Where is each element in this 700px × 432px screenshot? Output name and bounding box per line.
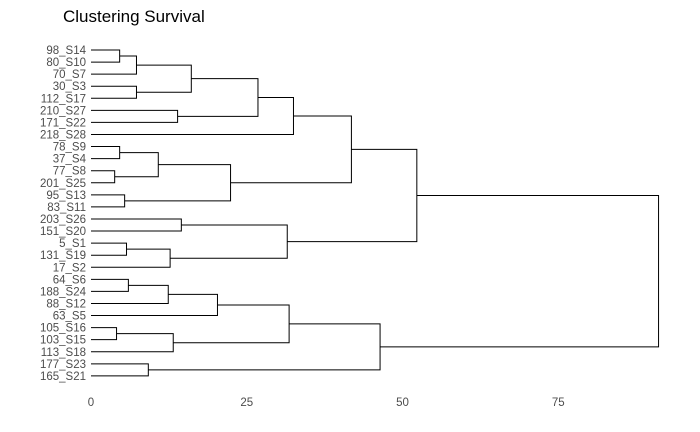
leaf-label: 37_S4 <box>53 154 87 166</box>
leaf-label: 83_S11 <box>47 202 86 214</box>
leaf-label: 103_S15 <box>40 335 86 347</box>
leaf-label: 165_S21 <box>40 371 86 383</box>
dendrogram-link <box>91 248 171 268</box>
chart-title: Clustering Survival <box>63 7 205 26</box>
dendrogram-link <box>170 224 288 259</box>
leaf-label: 105_S16 <box>40 323 86 335</box>
leaf-label: 88_S12 <box>46 298 86 310</box>
dendrogram-link <box>136 64 192 93</box>
leaf-label: 203_S26 <box>40 214 86 226</box>
leaf-label: 112_S17 <box>41 93 86 105</box>
leaf-label: 218_S28 <box>40 129 86 141</box>
dendrogram-link <box>91 109 179 123</box>
dendrogram-link <box>91 284 169 304</box>
dendrogram-link <box>91 293 218 317</box>
dendrogram-link <box>124 164 232 202</box>
dendrogram-link <box>91 218 182 232</box>
dendrogram-link <box>173 304 290 344</box>
x-tick-label: 75 <box>552 397 565 409</box>
leaf-label: 17_S2 <box>53 262 86 274</box>
leaf-label: 201_S25 <box>40 178 86 190</box>
x-axis-ticks: 0 25 50 75 <box>88 397 565 409</box>
x-tick-label: 0 <box>88 397 94 409</box>
leaf-label: 95_S13 <box>46 190 86 202</box>
leaf-label: 70_S7 <box>53 69 86 81</box>
dendrogram-link <box>380 195 660 348</box>
dendrogram-link <box>177 78 259 117</box>
leaf-label: 113_S18 <box>41 347 86 359</box>
leaf-label: 131_S19 <box>40 250 86 262</box>
leaf-label: 63_S5 <box>53 311 86 323</box>
x-tick-label: 50 <box>396 397 409 409</box>
leaf-label: 210_S27 <box>40 105 86 117</box>
leaf-labels: 98_S1480_S1070_S730_S3112_S17210_S27171_… <box>40 45 87 383</box>
dendrogram-link <box>91 55 137 75</box>
leaf-label: 171_S22 <box>40 117 86 129</box>
leaf-label: 80_S10 <box>46 57 86 69</box>
leaf-label: 30_S3 <box>53 81 86 93</box>
dendrogram-link <box>91 85 137 99</box>
dendrogram-link <box>91 363 149 377</box>
leaf-label: 78_S9 <box>53 142 86 154</box>
dendrogram-link <box>91 194 126 208</box>
leaf-label: 64_S6 <box>53 274 86 286</box>
dendrogram-links <box>91 49 660 377</box>
dendrogram-link <box>230 115 352 184</box>
dendrogram-link <box>91 49 121 63</box>
leaf-label: 151_S20 <box>40 226 86 238</box>
dendrogram-link <box>91 146 121 160</box>
dendrogram-link <box>91 170 116 184</box>
leaf-label: 5_S1 <box>59 238 86 250</box>
leaf-label: 188_S24 <box>40 286 87 298</box>
leaf-label: 77_S8 <box>53 166 86 178</box>
x-tick-label: 25 <box>240 397 253 409</box>
dendrogram-link <box>91 242 128 256</box>
leaf-label: 177_S23 <box>40 359 86 371</box>
dendrogram-link <box>91 327 118 341</box>
dendrogram-link <box>148 323 381 371</box>
leaf-label: 98_S14 <box>46 45 86 57</box>
dendrogram-link <box>91 278 129 292</box>
dendrogram-link <box>287 148 418 243</box>
dendrogram-link <box>91 333 174 353</box>
dendrogram-link <box>114 152 159 178</box>
